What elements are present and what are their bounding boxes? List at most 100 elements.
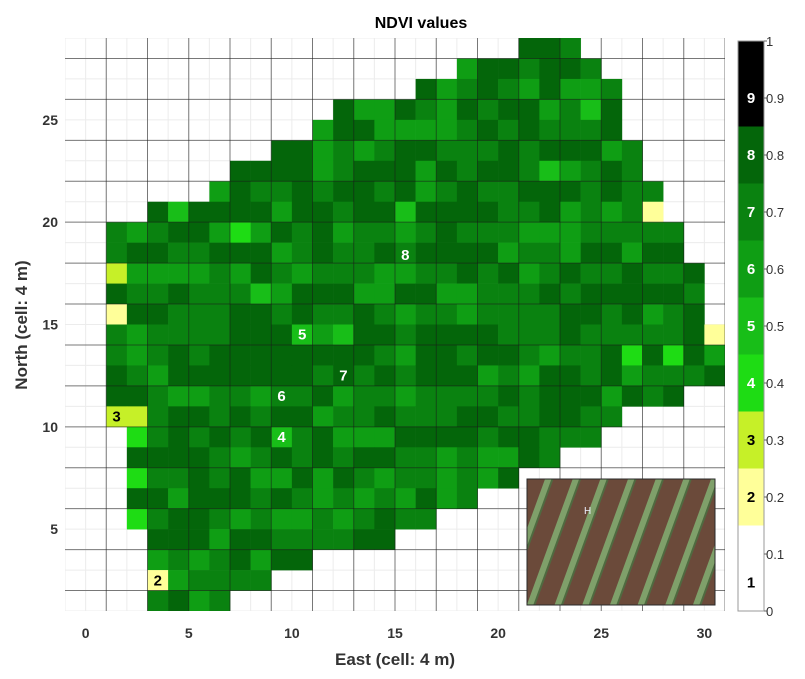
ndvi-cell <box>147 283 169 305</box>
ndvi-cell <box>250 508 272 530</box>
ndvi-cell <box>642 304 664 325</box>
ndvi-cell <box>271 242 293 264</box>
y-tick-label: 15 <box>42 317 58 333</box>
ndvi-cell <box>518 447 540 469</box>
x-tick-label: 0 <box>82 625 90 641</box>
ndvi-cell <box>106 406 128 428</box>
ndvi-cell <box>498 283 520 305</box>
ndvi-cell <box>601 201 623 223</box>
ndvi-cell <box>580 222 602 243</box>
ndvi-cell <box>580 426 602 448</box>
class-annotation: 2 <box>154 572 162 589</box>
ndvi-cell <box>353 283 375 305</box>
ndvi-cell <box>498 222 520 243</box>
ndvi-cell <box>291 447 313 469</box>
ndvi-cell <box>168 365 190 387</box>
colorbar-tick-label: 0.5 <box>766 319 784 334</box>
ndvi-cell <box>415 222 437 243</box>
ndvi-cell <box>560 201 581 223</box>
ndvi-cell <box>271 467 293 489</box>
ndvi-cell <box>353 365 375 387</box>
ndvi-cell <box>126 447 148 469</box>
ndvi-cell <box>230 529 251 550</box>
colorbar-band <box>738 41 764 127</box>
ndvi-cell <box>663 222 685 243</box>
ndvi-cell <box>436 119 458 141</box>
ndvi-cell <box>250 181 272 203</box>
ndvi-cell <box>601 283 623 305</box>
ndvi-cell <box>188 590 210 611</box>
ndvi-cell <box>436 304 458 325</box>
ndvi-cell <box>209 529 231 550</box>
ndvi-cell <box>518 385 540 407</box>
ndvi-cell <box>580 119 602 141</box>
ndvi-cell <box>663 242 685 264</box>
ndvi-cell <box>230 508 251 530</box>
ndvi-cell <box>126 365 148 387</box>
ndvi-cell <box>704 324 725 346</box>
ndvi-cell <box>230 324 251 346</box>
ndvi-cell <box>415 447 437 469</box>
ndvi-cell <box>580 304 602 325</box>
ndvi-cell <box>477 365 499 387</box>
ndvi-cell <box>250 344 272 366</box>
ndvi-cell <box>560 426 581 448</box>
ndvi-cell <box>126 263 148 284</box>
ndvi-cell <box>106 242 128 264</box>
ndvi-cell <box>518 283 540 305</box>
ndvi-cell <box>415 344 437 366</box>
ndvi-cell <box>106 304 128 325</box>
ndvi-cell <box>415 283 437 305</box>
ndvi-cell <box>230 344 251 366</box>
ndvi-cell <box>374 263 396 284</box>
ndvi-cell <box>374 385 396 407</box>
inset-photo-marker: H <box>584 506 591 517</box>
ndvi-cell <box>126 344 148 366</box>
ndvi-cell <box>250 488 272 509</box>
ndvi-cell <box>106 344 128 366</box>
ndvi-cell <box>621 140 643 162</box>
ndvi-cell <box>374 488 396 509</box>
ndvi-cell <box>353 181 375 203</box>
ndvi-cell <box>539 365 561 387</box>
ndvi-cell <box>498 426 520 448</box>
x-axis-label: East (cell: 4 m) <box>335 650 455 669</box>
ndvi-cell <box>621 304 643 325</box>
ndvi-cell <box>601 406 623 428</box>
ndvi-cell <box>353 385 375 407</box>
ndvi-cell <box>147 508 169 530</box>
colorbar-class-label: 7 <box>747 204 755 221</box>
ndvi-cell <box>188 242 210 264</box>
ndvi-cell <box>642 385 664 407</box>
ndvi-cell <box>209 426 231 448</box>
ndvi-cell <box>663 365 685 387</box>
ndvi-cell <box>395 406 416 428</box>
ndvi-cell <box>456 201 478 223</box>
ndvi-cell <box>147 549 169 571</box>
ndvi-cell <box>312 283 334 305</box>
ndvi-cell <box>271 304 293 325</box>
ndvi-cell <box>395 222 416 243</box>
ndvi-cell <box>312 365 334 387</box>
colorbar-tick-label: 0.7 <box>766 205 784 220</box>
ndvi-cell <box>498 365 520 387</box>
ndvi-cell <box>663 304 685 325</box>
ndvi-cell <box>333 181 355 203</box>
ndvi-cell <box>374 508 396 530</box>
ndvi-cell <box>188 222 210 243</box>
ndvi-cell <box>395 324 416 346</box>
ndvi-cell <box>601 222 623 243</box>
ndvi-cell <box>291 242 313 264</box>
ndvi-cell <box>560 160 581 182</box>
ndvi-cell <box>106 385 128 407</box>
ndvi-cell <box>601 160 623 182</box>
ndvi-cell <box>395 508 416 530</box>
ndvi-cell <box>498 99 520 121</box>
ndvi-cell <box>188 467 210 489</box>
ndvi-cell <box>291 385 313 407</box>
ndvi-cell <box>271 385 293 407</box>
ndvi-cell <box>147 488 169 509</box>
ndvi-cell <box>291 181 313 203</box>
ndvi-cell <box>147 529 169 550</box>
ndvi-cell <box>147 570 169 591</box>
